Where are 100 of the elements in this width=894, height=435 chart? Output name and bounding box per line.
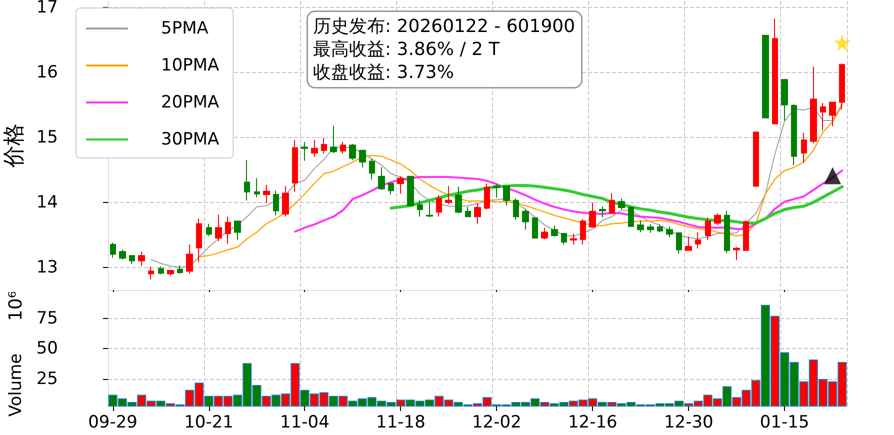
candlestick — [445, 186, 452, 205]
candlestick — [810, 66, 817, 144]
y-tick-label: 50 — [36, 338, 58, 359]
candlestick — [647, 224, 654, 234]
candlestick — [609, 192, 615, 215]
candlestick — [561, 232, 567, 246]
candlestick — [426, 201, 433, 218]
candlestick — [129, 255, 135, 265]
candlestick — [532, 216, 538, 240]
candlestick — [599, 206, 606, 218]
candlestick — [724, 210, 730, 254]
candlestick — [292, 139, 298, 192]
candlestick — [206, 223, 212, 237]
y-tick-label: 75 — [36, 308, 58, 328]
candlestick — [541, 227, 548, 240]
candlestick — [311, 139, 318, 158]
x-tick-label: 11-18 — [376, 412, 426, 432]
candlestick — [263, 184, 270, 204]
x-tick-label: 10-21 — [184, 412, 234, 432]
candlestick — [177, 264, 183, 274]
candlestick — [551, 225, 558, 238]
candlestick — [110, 242, 116, 258]
candlestick — [666, 226, 673, 238]
candlestick — [580, 218, 586, 246]
candlestick — [436, 194, 442, 218]
candlestick — [369, 158, 375, 180]
y-tick-label: 15 — [36, 127, 58, 148]
candlestick — [321, 138, 327, 154]
candlestick — [676, 232, 682, 254]
candlestick — [215, 214, 222, 242]
candlestick — [829, 102, 836, 127]
y-axis-title: 价格 — [2, 124, 27, 168]
candlestick — [388, 182, 394, 196]
x-tick-label: 11-04 — [280, 412, 330, 432]
candlestick — [349, 143, 356, 161]
candlestick — [340, 141, 346, 154]
candlestick — [330, 125, 337, 154]
candlestick — [743, 220, 749, 252]
candlestick — [781, 78, 788, 121]
candlestick — [196, 218, 202, 263]
candlestick — [484, 182, 490, 210]
candlestick — [714, 212, 721, 226]
candlestick — [397, 176, 404, 194]
candlestick — [455, 186, 462, 214]
candlestick — [589, 202, 596, 228]
candlestick — [657, 224, 663, 233]
annotation: 历史发布: 20260122 - 601900 最高收益: 3.86% / 2 T 收盘收益: 3.73% — [313, 16, 576, 83]
legend-label: 10PMA — [161, 56, 220, 76]
candlestick — [503, 186, 510, 206]
candlestick — [762, 34, 769, 118]
legend-label: 5PMA — [161, 18, 209, 38]
candlestick — [138, 251, 145, 266]
y-tick-label: 17 — [36, 0, 58, 18]
candlestick — [570, 233, 577, 246]
candlestick — [273, 190, 279, 216]
y-tick-label: 14 — [36, 192, 58, 212]
candlestick — [234, 220, 241, 240]
candlestick — [378, 166, 385, 190]
candlestick — [148, 266, 154, 280]
candlestick — [282, 186, 289, 218]
candlestick — [733, 246, 740, 261]
x-tick-label: 01-15 — [760, 412, 810, 432]
candlestick — [407, 176, 414, 207]
x-tick-label: 09-29 — [88, 412, 138, 432]
candlestick — [119, 249, 126, 260]
candlestick — [186, 244, 193, 274]
y-tick-label: 13 — [36, 257, 58, 278]
y-tick-label: 25 — [36, 368, 58, 389]
candlestick — [359, 149, 366, 168]
candlestick — [628, 206, 634, 228]
candlestick — [753, 132, 759, 188]
candlestick — [791, 104, 797, 166]
x-tick-label: 12-16 — [568, 412, 618, 432]
candlestick — [167, 270, 174, 276]
legend-label: 20PMA — [161, 92, 220, 112]
legend-label: 30PMA — [161, 130, 220, 150]
candlestick — [513, 198, 519, 220]
candlestick — [618, 198, 625, 210]
candlestick — [254, 178, 260, 198]
y-tick-label: 16 — [36, 62, 58, 82]
candlestick — [522, 208, 529, 230]
x-tick-label: 12-30 — [664, 412, 714, 432]
candlestick — [772, 18, 778, 125]
candlestick — [637, 220, 644, 233]
y-axis-title: Volume — [6, 353, 26, 417]
candlestick — [801, 132, 807, 164]
candlestick — [474, 203, 481, 224]
candlestick — [417, 200, 423, 218]
candlestick — [695, 232, 701, 249]
candlestick — [493, 184, 500, 198]
candlestick — [301, 141, 308, 162]
candlestick — [820, 102, 826, 131]
candlestick — [244, 160, 250, 201]
candlestick — [465, 206, 471, 218]
candlestick — [839, 62, 845, 110]
line-series — [390, 184, 844, 225]
candlestick — [225, 216, 231, 244]
x-tick-label: 12-02 — [472, 412, 522, 432]
candlestick — [705, 216, 711, 240]
candlestick — [685, 236, 692, 251]
